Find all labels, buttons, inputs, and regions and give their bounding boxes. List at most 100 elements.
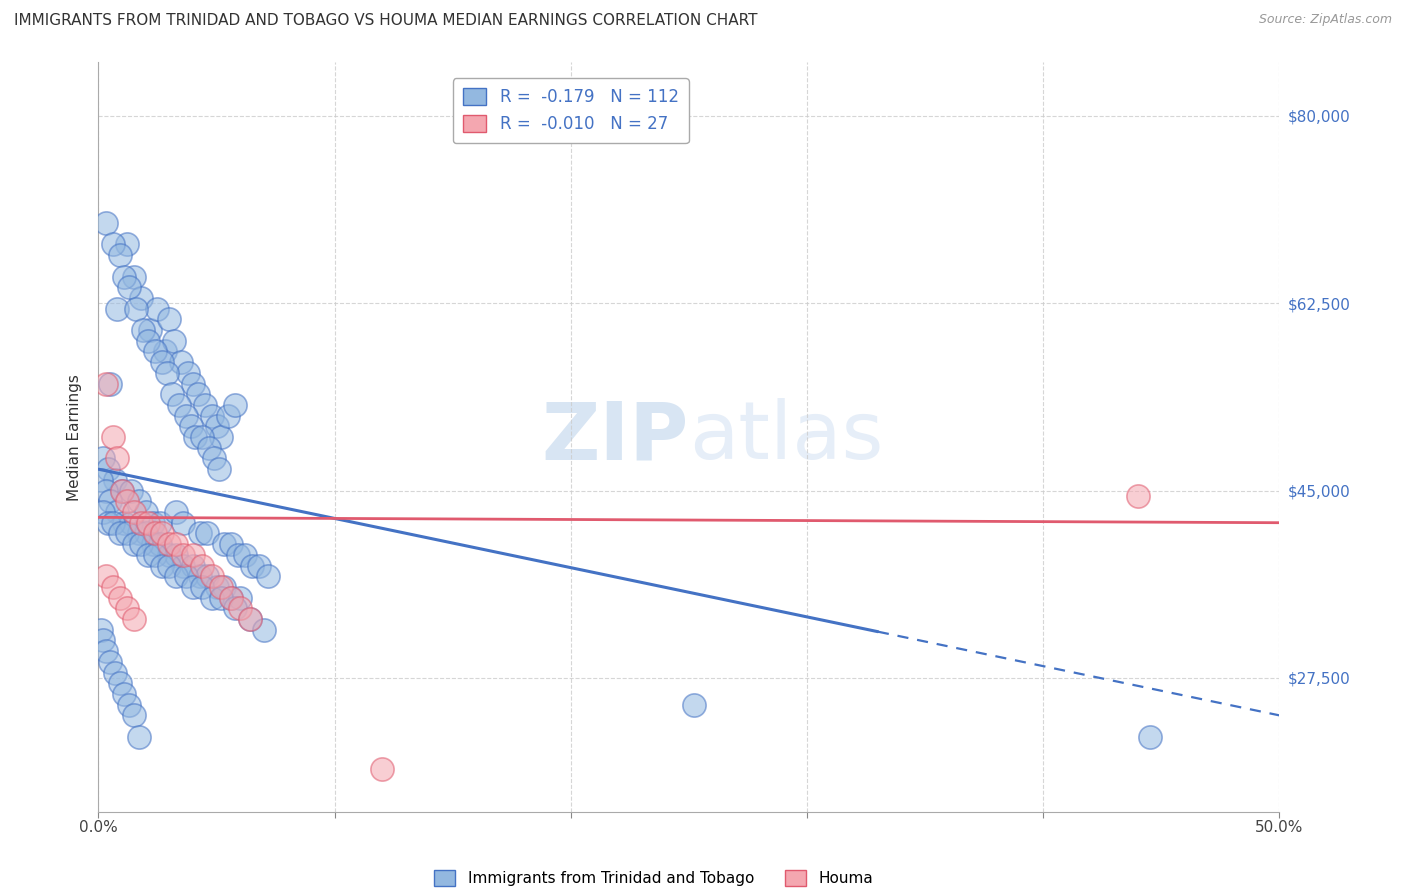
Point bbox=[224, 601, 246, 615]
Point bbox=[104, 473, 127, 487]
Point bbox=[165, 548, 187, 562]
Point bbox=[136, 548, 159, 562]
Point bbox=[240, 558, 263, 573]
Point bbox=[125, 301, 148, 316]
Text: IMMIGRANTS FROM TRINIDAD AND TOBAGO VS HOUMA MEDIAN EARNINGS CORRELATION CHART: IMMIGRANTS FROM TRINIDAD AND TOBAGO VS H… bbox=[14, 13, 758, 29]
Point bbox=[208, 462, 231, 476]
Point bbox=[129, 537, 152, 551]
Point bbox=[209, 580, 232, 594]
Point bbox=[165, 505, 187, 519]
Point bbox=[194, 398, 217, 412]
Point bbox=[112, 516, 135, 530]
Point bbox=[111, 483, 134, 498]
Point bbox=[160, 387, 183, 401]
Point bbox=[153, 344, 176, 359]
Point bbox=[157, 558, 180, 573]
Point bbox=[146, 301, 169, 316]
Point bbox=[150, 355, 173, 369]
Point bbox=[136, 334, 159, 348]
Point bbox=[205, 419, 228, 434]
Point bbox=[187, 387, 209, 401]
Point bbox=[229, 591, 252, 605]
Point bbox=[174, 409, 197, 423]
Point bbox=[177, 366, 200, 380]
Point bbox=[118, 280, 141, 294]
Point bbox=[233, 548, 256, 562]
Point bbox=[239, 612, 262, 626]
Point bbox=[128, 730, 150, 744]
Point bbox=[94, 569, 117, 583]
Point bbox=[181, 580, 204, 594]
Point bbox=[90, 473, 112, 487]
Point bbox=[122, 612, 145, 626]
Point bbox=[101, 516, 124, 530]
Point bbox=[105, 505, 128, 519]
Point bbox=[129, 516, 152, 530]
Point bbox=[257, 569, 280, 583]
Text: ZIP: ZIP bbox=[541, 398, 689, 476]
Point bbox=[191, 558, 214, 573]
Point bbox=[217, 409, 239, 423]
Point bbox=[101, 430, 124, 444]
Point bbox=[132, 323, 155, 337]
Point bbox=[202, 451, 225, 466]
Point bbox=[219, 591, 242, 605]
Point bbox=[121, 516, 143, 530]
Point bbox=[101, 237, 124, 252]
Point bbox=[224, 398, 246, 412]
Point bbox=[118, 698, 141, 712]
Text: 0.0%: 0.0% bbox=[79, 821, 118, 835]
Point bbox=[188, 526, 211, 541]
Point bbox=[122, 537, 145, 551]
Point bbox=[181, 548, 204, 562]
Point bbox=[108, 248, 131, 262]
Point bbox=[149, 516, 172, 530]
Point bbox=[143, 548, 166, 562]
Point bbox=[142, 516, 165, 530]
Point bbox=[212, 537, 235, 551]
Point bbox=[188, 569, 211, 583]
Point bbox=[112, 687, 135, 701]
Point bbox=[101, 580, 124, 594]
Point bbox=[165, 569, 187, 583]
Point bbox=[104, 665, 127, 680]
Point bbox=[90, 623, 112, 637]
Legend: Immigrants from Trinidad and Tobago, Houma: Immigrants from Trinidad and Tobago, Hou… bbox=[427, 864, 879, 892]
Point bbox=[198, 441, 221, 455]
Point bbox=[239, 612, 262, 626]
Point bbox=[97, 516, 120, 530]
Point bbox=[142, 537, 165, 551]
Point bbox=[139, 323, 162, 337]
Point bbox=[157, 312, 180, 326]
Point bbox=[682, 698, 704, 712]
Point bbox=[229, 601, 252, 615]
Point bbox=[98, 376, 121, 391]
Point bbox=[115, 601, 138, 615]
Point bbox=[115, 494, 138, 508]
Point bbox=[129, 291, 152, 305]
Point bbox=[247, 558, 270, 573]
Point bbox=[219, 591, 242, 605]
Point bbox=[172, 516, 194, 530]
Point bbox=[1139, 730, 1161, 744]
Point bbox=[165, 537, 187, 551]
Point bbox=[163, 334, 186, 348]
Point bbox=[201, 591, 224, 605]
Point bbox=[115, 237, 138, 252]
Point bbox=[253, 623, 276, 637]
Point bbox=[121, 483, 143, 498]
Point bbox=[94, 216, 117, 230]
Point bbox=[191, 430, 214, 444]
Point bbox=[122, 269, 145, 284]
Point bbox=[91, 451, 114, 466]
Point bbox=[143, 526, 166, 541]
Point bbox=[157, 548, 180, 562]
Point bbox=[97, 462, 120, 476]
Point bbox=[195, 569, 218, 583]
Point bbox=[112, 269, 135, 284]
Point bbox=[128, 526, 150, 541]
Point bbox=[149, 537, 172, 551]
Point bbox=[105, 301, 128, 316]
Point bbox=[156, 366, 179, 380]
Point bbox=[94, 644, 117, 658]
